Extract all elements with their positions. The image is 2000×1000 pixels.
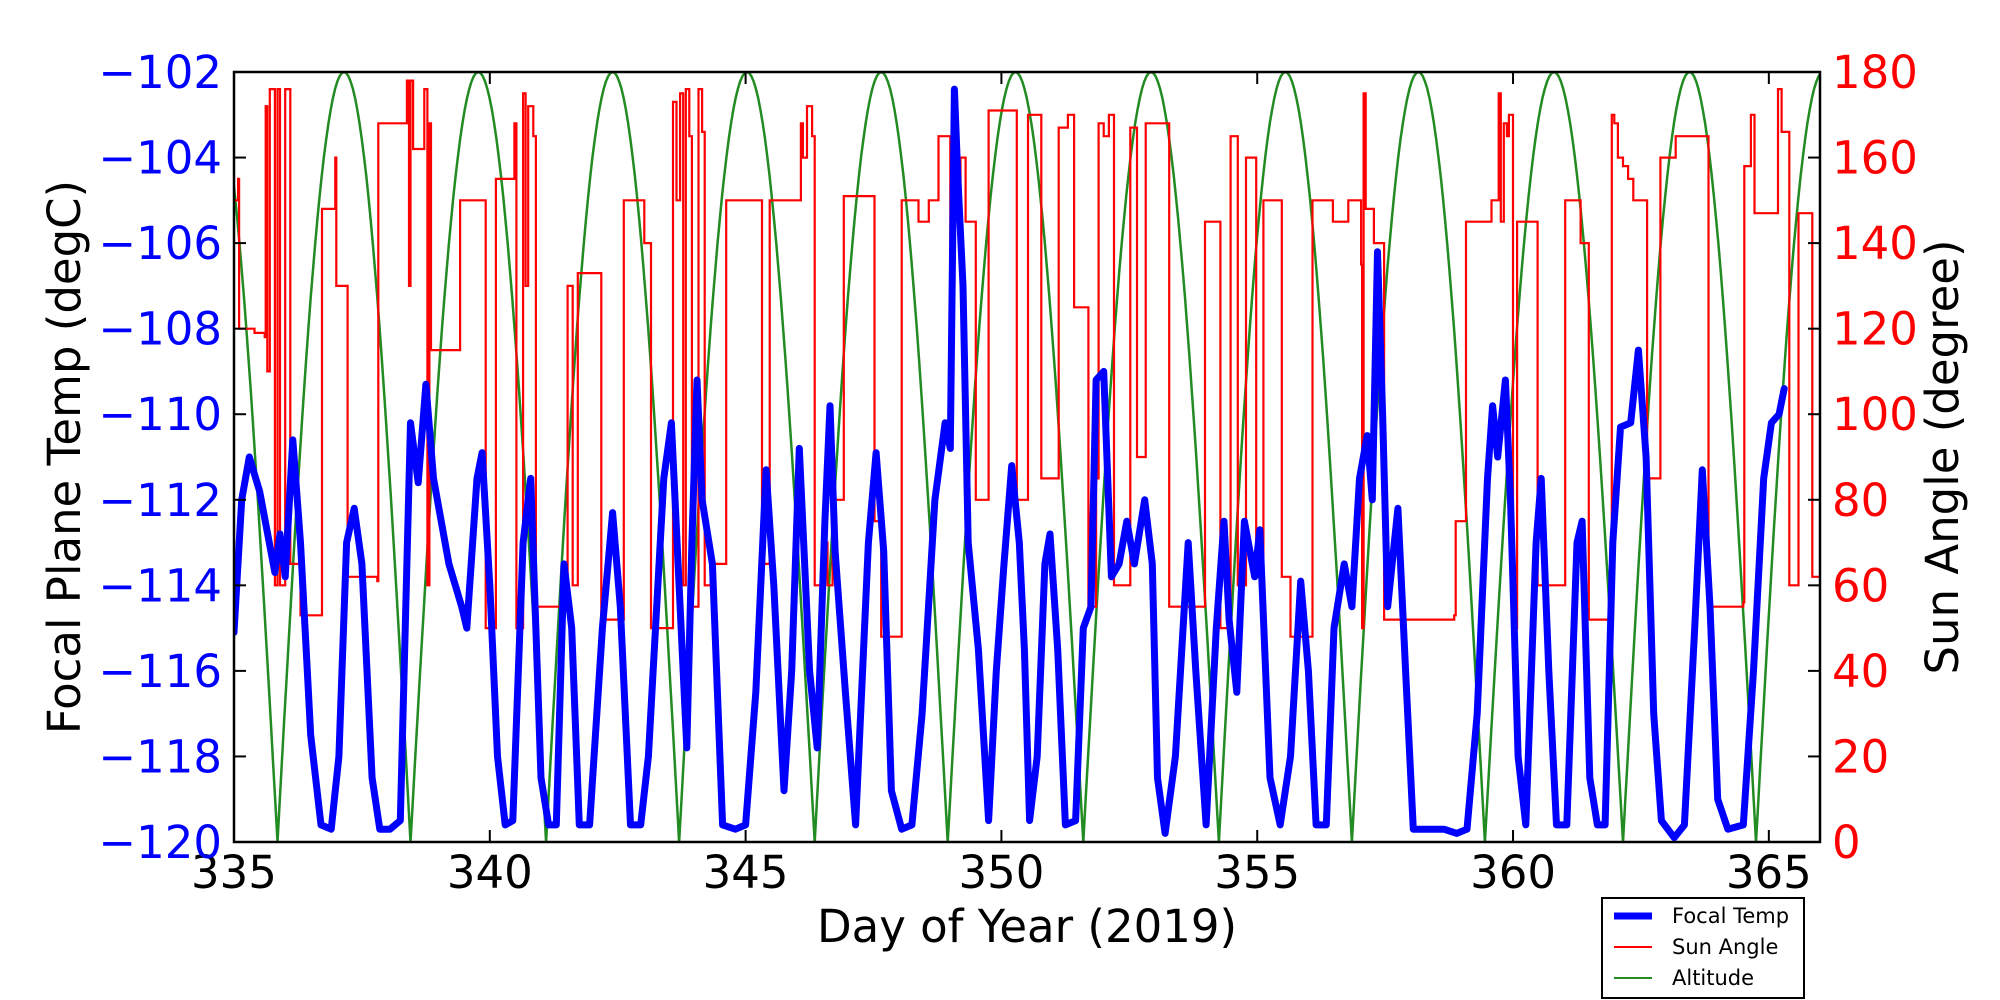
y-left-tick-label: −104	[98, 132, 222, 185]
y-right-tick-label: 140	[1832, 217, 1918, 270]
y-right-tick-label: 60	[1832, 559, 1889, 612]
y-left-tick-label: −114	[98, 559, 222, 612]
y-left-tick-label: −110	[98, 388, 222, 441]
ticks-layer: 335 340 345 350 355 360 365 −120 −118 −116 −114 −11…	[98, 46, 1918, 899]
y-right-tick-label: 0	[1832, 816, 1861, 869]
y-left-tick-label: −108	[98, 303, 222, 356]
legend-label-sun-angle: Sun Angle	[1672, 935, 1778, 959]
x-tick-label: 350	[958, 846, 1044, 899]
y-left-tick-label: −106	[98, 217, 222, 270]
y-right-tick-label: 20	[1832, 730, 1889, 783]
x-tick-label: 335	[191, 846, 277, 899]
y-right-tick-label: 180	[1832, 46, 1918, 99]
y-left-tick-label: −116	[98, 645, 222, 698]
y-axis-label-right: Sun Angle (degree)	[1916, 239, 1969, 674]
y-left-tick-label: −112	[98, 474, 222, 527]
y-left-tick-label: −118	[98, 730, 222, 783]
y-right-tick-label: 40	[1832, 645, 1889, 698]
x-tick-label: 365	[1726, 846, 1812, 899]
y-left-tick-label: −102	[98, 46, 222, 99]
legend-label-altitude: Altitude	[1672, 966, 1754, 990]
y-right-tick-label: 160	[1832, 132, 1918, 185]
y-right-tick-label: 120	[1832, 303, 1918, 356]
y-left-tick-label: −120	[98, 816, 222, 869]
x-tick-label: 355	[1214, 846, 1300, 899]
y-right-tick-label: 100	[1832, 388, 1918, 441]
legend-label-focal-temp: Focal Temp	[1672, 904, 1789, 928]
plot-area-frame	[232, 70, 1822, 844]
x-tick-label: 345	[703, 846, 789, 899]
series-layer	[234, 72, 1820, 842]
series-line-focal-temp	[234, 85, 1788, 842]
x-tick-label: 360	[1470, 846, 1556, 899]
x-axis-label: Day of Year (2019)	[817, 900, 1237, 953]
legend: Focal Temp Sun Angle Altitude	[1601, 897, 1805, 999]
y-right-tick-label: 80	[1832, 474, 1889, 527]
x-tick-label: 340	[447, 846, 533, 899]
y-axis-label-left: Focal Plane Temp (degC)	[38, 180, 91, 734]
